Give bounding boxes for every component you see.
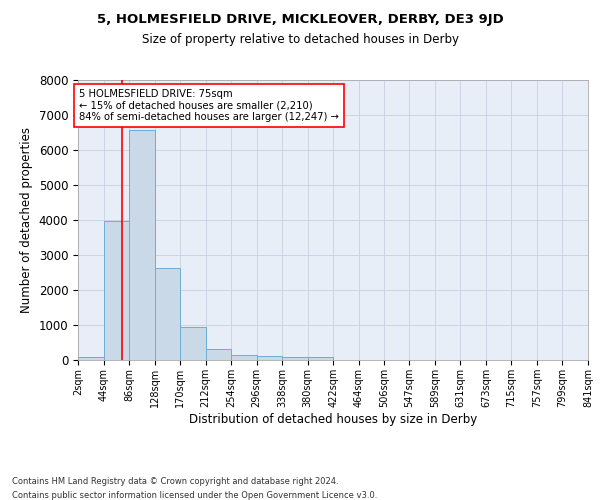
Text: 5 HOLMESFIELD DRIVE: 75sqm
← 15% of detached houses are smaller (2,210)
84% of s: 5 HOLMESFIELD DRIVE: 75sqm ← 15% of deta… xyxy=(79,89,339,122)
Text: Size of property relative to detached houses in Derby: Size of property relative to detached ho… xyxy=(142,32,458,46)
Bar xyxy=(257,356,282,360)
Bar xyxy=(308,358,334,360)
Bar xyxy=(231,356,257,360)
X-axis label: Distribution of detached houses by size in Derby: Distribution of detached houses by size … xyxy=(189,412,477,426)
Bar xyxy=(78,357,104,360)
Bar xyxy=(104,220,129,360)
Text: Contains public sector information licensed under the Open Government Licence v3: Contains public sector information licen… xyxy=(12,491,377,500)
Text: Contains HM Land Registry data © Crown copyright and database right 2024.: Contains HM Land Registry data © Crown c… xyxy=(12,478,338,486)
Bar xyxy=(206,349,231,360)
Bar xyxy=(155,268,180,360)
Text: 5, HOLMESFIELD DRIVE, MICKLEOVER, DERBY, DE3 9JD: 5, HOLMESFIELD DRIVE, MICKLEOVER, DERBY,… xyxy=(97,12,503,26)
Y-axis label: Number of detached properties: Number of detached properties xyxy=(20,127,33,313)
Bar xyxy=(129,130,155,360)
Bar xyxy=(282,357,308,360)
Bar xyxy=(180,327,206,360)
